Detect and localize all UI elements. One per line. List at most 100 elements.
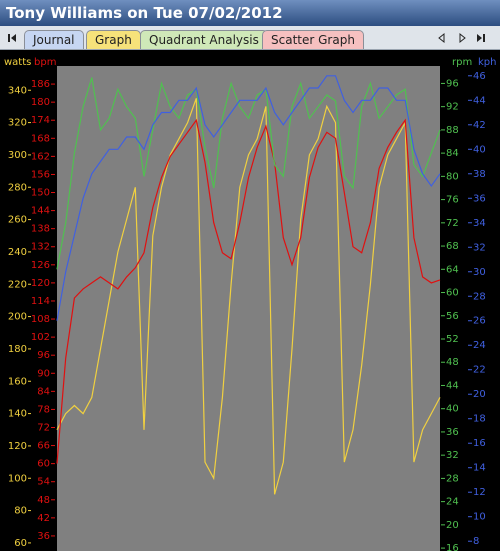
- y-tick-label: 80: [446, 171, 459, 182]
- y-tick-label: 114: [31, 296, 50, 307]
- tab[interactable]: Graph: [86, 30, 141, 49]
- y-tick-label: 8: [473, 536, 479, 547]
- y-tick-label: 32: [473, 242, 486, 253]
- series-line: [56, 98, 441, 495]
- y-tick-label: 132: [31, 242, 50, 253]
- y-tick-label: 60: [37, 459, 50, 470]
- chart: watts 60 80 100 120 140 160 180 200 220 240 260 280 3…: [0, 50, 500, 551]
- y-tick-label: 120: [8, 441, 27, 452]
- nav-icons: [8, 32, 485, 44]
- y-tick-label: 180: [8, 344, 27, 355]
- tab[interactable]: Quadrant Analysis: [140, 30, 268, 49]
- y-tick-label: 156: [31, 169, 50, 180]
- y-tick-label: 16: [473, 438, 486, 449]
- y-tick-label: 36: [473, 193, 486, 204]
- y-tick-label: 180: [31, 97, 50, 108]
- series-line: [56, 77, 441, 270]
- y-tick-label: 48: [37, 495, 50, 506]
- nav-last[interactable]: [477, 34, 485, 42]
- y-tick-label: 32: [446, 450, 459, 461]
- y-tick-label: 72: [446, 218, 459, 229]
- y-tick-label: 26: [473, 316, 486, 327]
- y-tick-label: 64: [446, 264, 459, 275]
- y-tick-label: 96: [37, 350, 50, 361]
- y-tick-label: 76: [446, 195, 459, 206]
- y-tick-label: 36: [446, 427, 459, 438]
- y-tick-label: 14: [473, 463, 486, 474]
- y-tick-label: 38: [473, 169, 486, 180]
- y-tick-label: 10: [473, 512, 486, 523]
- y-tick-label: 40: [473, 144, 486, 155]
- y-tick-label: 60: [14, 538, 27, 549]
- y-tick-label: 22: [473, 365, 486, 376]
- y-tick-label: 20: [473, 389, 486, 400]
- y-tick-label: 126: [31, 260, 50, 271]
- y-tick-label: 186: [31, 79, 50, 90]
- y-tick-label: 44: [473, 95, 486, 106]
- y-tick-label: 150: [31, 188, 50, 199]
- y-tick-label: 48: [446, 357, 459, 368]
- nav-next[interactable]: [459, 32, 466, 44]
- y-tick-label: 68: [446, 241, 459, 252]
- y-tick-label: 24: [446, 497, 459, 508]
- tab-bar: Journal Graph Quadrant Analysis Scatter …: [0, 26, 500, 50]
- y-tick-label: 260: [8, 215, 27, 226]
- y-tick-label: 168: [31, 133, 50, 144]
- axis-unit-label: watts: [4, 57, 31, 68]
- y-tick-label: 138: [31, 224, 50, 235]
- title-bar: Tony Williams on Tue 07/02/2012: [0, 0, 500, 26]
- tab[interactable]: Scatter Graph: [262, 30, 364, 49]
- y-tick-label: 100: [8, 473, 27, 484]
- y-tick-label: 12: [473, 487, 486, 498]
- y-tick-label: 280: [8, 182, 27, 193]
- plot-area: [57, 66, 440, 551]
- y-tick-label: 66: [37, 441, 50, 452]
- y-tick-label: 90: [37, 368, 50, 379]
- y-tick-label: 42: [37, 513, 50, 524]
- y-tick-label: 320: [8, 118, 27, 129]
- y-tick-label: 160: [8, 376, 27, 387]
- y-tick-label: 40: [446, 404, 459, 415]
- y-tick-label: 28: [473, 291, 486, 302]
- series-line: [56, 75, 441, 321]
- y-tick-label: 46: [473, 71, 486, 82]
- y-tick-label: 52: [446, 334, 459, 345]
- y-tick-label: 20: [446, 520, 459, 531]
- y-tick-label: 24: [473, 340, 486, 351]
- y-tick-label: 78: [37, 404, 50, 415]
- y-tick-label: 80: [14, 506, 27, 517]
- y-tick-label: 88: [446, 125, 459, 136]
- y-tick-label: 30: [473, 267, 486, 278]
- y-tick-label: 42: [473, 120, 486, 131]
- y-tick-label: 108: [31, 314, 50, 325]
- axis-unit-label: bpm: [34, 57, 56, 68]
- axis-unit-label: rpm: [452, 57, 472, 68]
- y-tick-label: 162: [31, 151, 50, 162]
- y-tick-label: 84: [37, 386, 50, 397]
- y-tick-label: 28: [446, 473, 459, 484]
- y-tick-label: 102: [31, 332, 50, 343]
- y-tick-label: 18: [473, 414, 486, 425]
- y-tick-label: 120: [31, 278, 50, 289]
- y-tick-label: 44: [446, 380, 459, 391]
- y-tick-label: 84: [446, 148, 459, 159]
- series-line: [56, 118, 441, 464]
- y-tick-label: 34: [473, 218, 486, 229]
- y-tick-label: 300: [8, 150, 27, 161]
- y-tick-label: 174: [31, 115, 50, 126]
- axis-unit-label: kph: [478, 57, 496, 68]
- y-tick-label: 220: [8, 279, 27, 290]
- window-title: Tony Williams on Tue 07/02/2012: [6, 4, 283, 22]
- nav-first[interactable]: [8, 34, 16, 42]
- y-tick-label: 144: [31, 206, 50, 217]
- y-tick-label: 200: [8, 312, 27, 323]
- y-tick-label: 72: [37, 422, 50, 433]
- y-tick-label: 92: [446, 102, 459, 113]
- y-tick-label: 54: [37, 477, 50, 488]
- y-tick-label: 36: [37, 531, 50, 542]
- y-tick-label: 240: [8, 247, 27, 258]
- y-tick-label: 140: [8, 409, 27, 420]
- tab[interactable]: Journal: [24, 30, 84, 49]
- nav-prev[interactable]: [438, 32, 445, 44]
